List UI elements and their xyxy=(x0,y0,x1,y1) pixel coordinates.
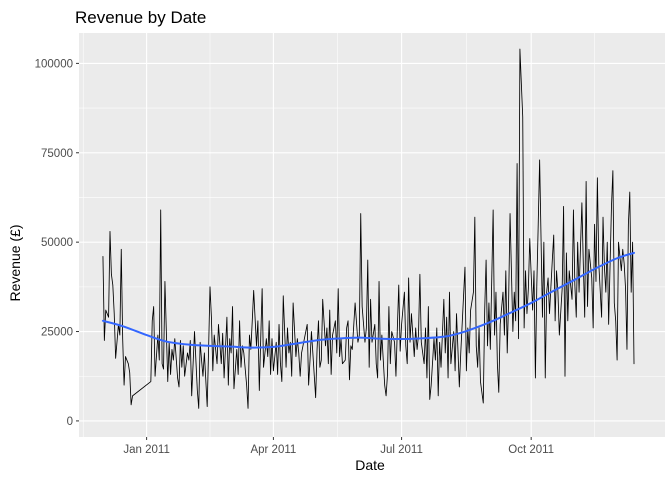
x-tick-label: Jul 2011 xyxy=(380,444,423,456)
trend-smooth-line xyxy=(101,251,636,349)
series-layer xyxy=(101,48,636,409)
chart-title: Revenue by Date xyxy=(75,8,206,27)
x-axis: Jan 2011 Apr 2011 Jul 2011 Oct 2011 xyxy=(123,437,554,456)
y-tick-label: 25000 xyxy=(41,327,73,339)
x-tick-label: Jan 2011 xyxy=(123,444,169,456)
y-axis: 0 25000 50000 75000 100000 xyxy=(35,58,79,428)
revenue-series-line xyxy=(102,48,635,409)
x-axis-title: Date xyxy=(355,457,385,473)
y-tick-label: 75000 xyxy=(41,148,73,160)
x-tick-label: Apr 2011 xyxy=(250,444,296,456)
x-tick-label: Oct 2011 xyxy=(508,444,554,456)
y-tick-label: 100000 xyxy=(35,58,73,70)
y-tick-label: 0 xyxy=(67,416,73,428)
y-tick-label: 50000 xyxy=(41,237,73,249)
y-axis-title: Revenue (£) xyxy=(7,224,23,301)
